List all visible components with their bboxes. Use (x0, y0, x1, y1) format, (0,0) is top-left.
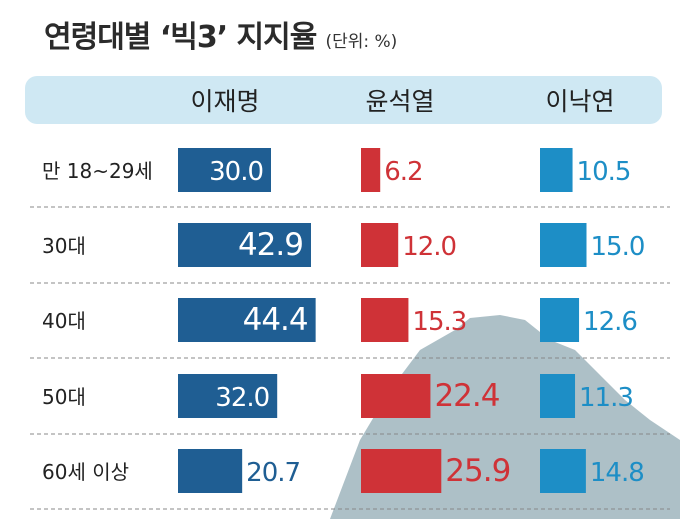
bar-1-4 (178, 374, 278, 418)
bar-1-5 (178, 449, 243, 493)
bar-1-1 (178, 148, 271, 192)
category-label-1: 만 18~29세 (42, 159, 153, 183)
value-label-3-5: 14.8 (590, 458, 644, 488)
bar-3-1 (540, 148, 573, 192)
bar-3-2 (540, 223, 587, 267)
value-label-2-4: 22.4 (434, 378, 499, 414)
value-label-1-3: 44.4 (243, 302, 308, 338)
category-label-3: 40대 (42, 309, 86, 333)
value-label-1-4: 32.0 (215, 383, 269, 413)
bar-2-2 (361, 223, 399, 267)
header-band (25, 76, 662, 124)
value-label-3-4: 11.3 (579, 383, 633, 413)
value-label-3-3: 12.6 (583, 307, 637, 337)
value-label-1-2: 42.9 (238, 227, 303, 263)
category-label-2: 30대 (42, 234, 86, 258)
bar-3-5 (540, 449, 586, 493)
bar-3-3 (540, 298, 580, 342)
series-header-2: 윤석열 (365, 87, 434, 116)
series-header-3: 이낙연 (545, 87, 614, 116)
bar-1-3 (178, 298, 316, 342)
category-label-5: 60세 이상 (42, 460, 129, 484)
bar-1-2 (178, 223, 311, 267)
chart-unit-label: (단위: %) (325, 32, 398, 52)
value-label-3-2: 15.0 (591, 232, 645, 262)
value-label-2-1: 6.2 (384, 157, 422, 187)
bar-2-4 (361, 374, 431, 418)
value-label-3-1: 10.5 (577, 157, 631, 187)
bar-2-5 (361, 449, 442, 493)
value-label-2-3: 15.3 (412, 307, 466, 337)
bar-3-4 (540, 374, 576, 418)
chart-title: 연령대별 ‘빅3’ 지지율 (단위: %) (44, 12, 397, 56)
value-label-1-5: 20.7 (246, 458, 300, 488)
bar-2-1 (361, 148, 381, 192)
series-header-1: 이재명 (190, 87, 259, 116)
category-label-4: 50대 (42, 385, 86, 409)
chart-title-text: 연령대별 ‘빅3’ 지지율 (44, 20, 317, 55)
bar-2-3 (361, 298, 409, 342)
value-label-1-1: 30.0 (209, 157, 263, 187)
value-label-2-5: 25.9 (445, 453, 510, 489)
value-label-2-2: 12.0 (402, 232, 456, 262)
